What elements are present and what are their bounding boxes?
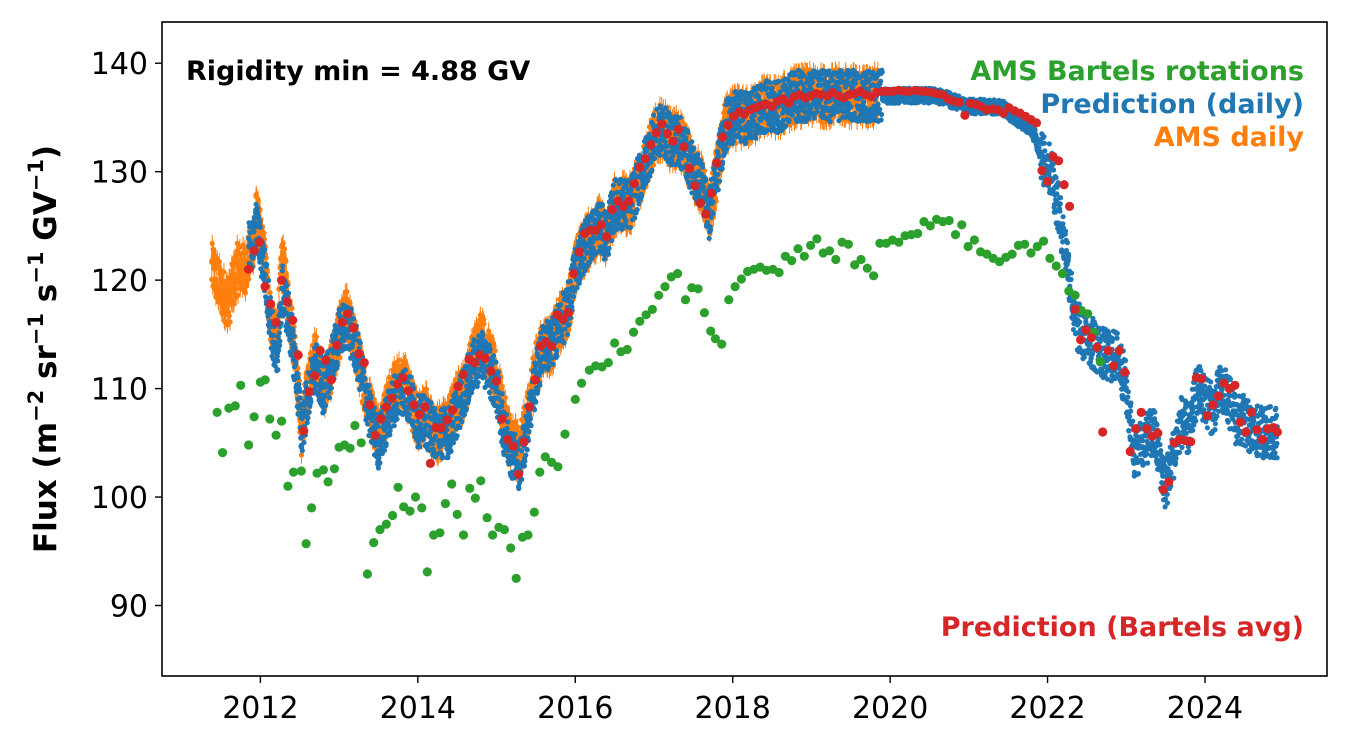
data-point	[492, 348, 498, 354]
data-point	[283, 258, 289, 264]
data-point	[424, 387, 430, 393]
data-point	[280, 240, 286, 246]
data-point	[235, 292, 241, 298]
data-point	[289, 305, 295, 311]
data-point	[313, 334, 319, 340]
data-point	[396, 357, 402, 363]
data-point	[232, 286, 238, 292]
data-point	[267, 290, 273, 296]
data-point	[515, 424, 521, 430]
series-layer	[209, 61, 1282, 584]
data-point	[246, 276, 252, 282]
data-point	[481, 321, 487, 327]
data-point	[298, 452, 305, 458]
data-point	[499, 383, 505, 389]
data-point	[216, 259, 222, 265]
data-point	[221, 269, 227, 275]
data-point	[231, 299, 237, 305]
data-point	[226, 313, 232, 319]
data-point	[281, 246, 288, 252]
data-point	[227, 319, 233, 325]
